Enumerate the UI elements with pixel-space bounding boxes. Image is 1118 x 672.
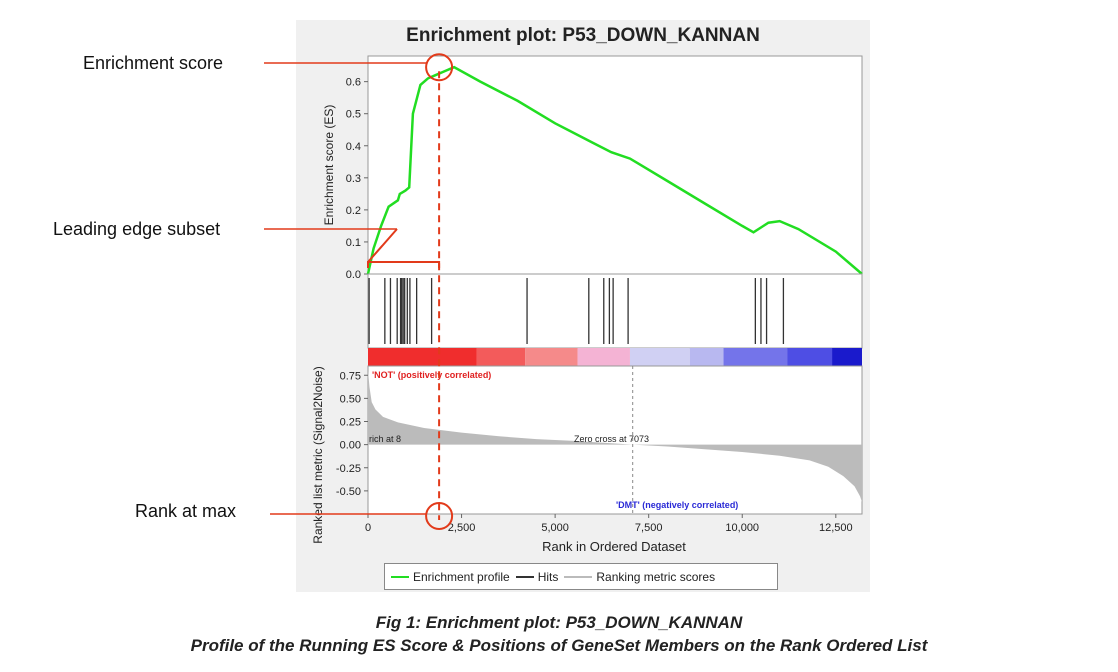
ranking-y-tick-label: 0.50 bbox=[340, 393, 361, 405]
ranking-heat-strip bbox=[368, 348, 862, 366]
annotation-enrichment-score-text: Enrichment score bbox=[83, 53, 223, 73]
hits-area bbox=[367, 273, 863, 349]
ranking-y-tick-label: 0.75 bbox=[340, 370, 361, 382]
rank-at-max-highlight-circle bbox=[425, 502, 454, 530]
x-tick-label: 7,500 bbox=[635, 522, 663, 534]
x-tick-label: 0 bbox=[365, 522, 371, 534]
ranking-y-tick-label: -0.50 bbox=[336, 486, 361, 498]
negative-correlation-label: 'DMT' (negatively correlated) bbox=[616, 500, 738, 510]
zero-cross-label: Zero cross at 7073 bbox=[574, 434, 649, 444]
heat-strip-segment bbox=[832, 348, 862, 366]
legend-swatch-hits bbox=[515, 575, 534, 578]
figure-caption-subtitle: Profile of the Running ES Score & Positi… bbox=[190, 636, 928, 655]
heat-strip-segment bbox=[689, 348, 724, 366]
ranking-y-tick-label: 0.25 bbox=[340, 417, 361, 429]
enrichment-score-highlight-circle bbox=[425, 53, 454, 82]
legend-label-hits: Hits bbox=[537, 569, 559, 584]
annotation-enrichment-score: Enrichment score bbox=[83, 53, 427, 73]
x-axis-label: Rank in Ordered Dataset bbox=[542, 539, 686, 554]
annotation-leading-edge: Leading edge subset bbox=[53, 219, 397, 239]
heat-strip-segment bbox=[629, 348, 690, 366]
x-tick-label: 5,000 bbox=[541, 522, 569, 534]
es-y-tick-label: 0.3 bbox=[346, 173, 361, 185]
es-y-tick-label: 0.1 bbox=[346, 237, 361, 249]
heat-strip-segment bbox=[723, 348, 788, 366]
legend-label-ranking-metric: Ranking metric scores bbox=[596, 569, 716, 584]
ranking-axis: 0.75 0.50 0.25 0.00 -0.25 -0.50 0 2,500 5,000 7,5… bbox=[336, 370, 853, 534]
es-plot-area bbox=[367, 55, 863, 275]
left-edge-label: rich at 8 bbox=[369, 434, 401, 444]
legend-swatch-enrichment-profile bbox=[391, 575, 409, 578]
heat-strip-segment bbox=[525, 348, 578, 366]
heat-strip-segment bbox=[368, 348, 477, 366]
legend-item-ranking-metric: Ranking metric scores bbox=[564, 570, 715, 584]
es-y-tick-label: 0.5 bbox=[346, 109, 361, 121]
ranking-y-tick-label: 0.00 bbox=[340, 440, 361, 452]
annotation-rank-at-max-text: Rank at max bbox=[135, 501, 236, 521]
ranking-metric-area bbox=[368, 370, 862, 502]
es-y-axis-label: Enrichment score (ES) bbox=[322, 105, 336, 226]
legend-item-hits: Hits bbox=[515, 569, 559, 584]
chart-title: Enrichment plot: P53_DOWN_KANNAN bbox=[406, 25, 760, 46]
hits-rug bbox=[368, 278, 785, 344]
positive-correlation-label: 'NOT' (positively correlated) bbox=[372, 370, 491, 380]
figure-caption-title: Fig 1: Enrichment plot: P53_DOWN_KANNAN bbox=[375, 613, 743, 632]
legend-item-enrichment-profile: Enrichment profile bbox=[391, 570, 510, 584]
chart-legend: Enrichment profile Hits Ranking metric s… bbox=[384, 563, 778, 590]
x-tick-label: 12,500 bbox=[819, 522, 853, 534]
heat-strip-segment bbox=[577, 348, 630, 366]
es-y-tick-label: 0.2 bbox=[346, 205, 361, 217]
es-y-tick-label: 0.4 bbox=[346, 141, 361, 153]
heat-strip-segment bbox=[476, 348, 526, 366]
legend-swatch-ranking-metric bbox=[564, 575, 593, 578]
enrichment-profile-line bbox=[366, 65, 863, 275]
annotation-leading-edge-text: Leading edge subset bbox=[53, 219, 220, 239]
legend-label-enrichment-profile: Enrichment profile bbox=[413, 569, 510, 584]
enrichment-figure: Enrichment plot: P53_DOWN_KANNAN 0.00.10… bbox=[53, 20, 870, 592]
x-tick-label: 2,500 bbox=[448, 522, 476, 534]
es-y-tick-label: 0.6 bbox=[346, 77, 361, 89]
leading-edge-bracket bbox=[367, 228, 441, 268]
heat-strip-segment bbox=[787, 348, 833, 366]
x-tick-label: 10,000 bbox=[725, 522, 759, 534]
es-axis: 0.0 0.1 0.2 0.3 0.4 0.5 0.6 bbox=[346, 77, 368, 281]
annotation-rank-at-max: Rank at max bbox=[135, 501, 427, 521]
ranking-y-axis-label: Ranked list metric (Signal2Noise) bbox=[311, 366, 325, 543]
ranking-y-tick-label: -0.25 bbox=[336, 463, 361, 475]
es-y-tick-label: 0.0 bbox=[346, 269, 361, 281]
